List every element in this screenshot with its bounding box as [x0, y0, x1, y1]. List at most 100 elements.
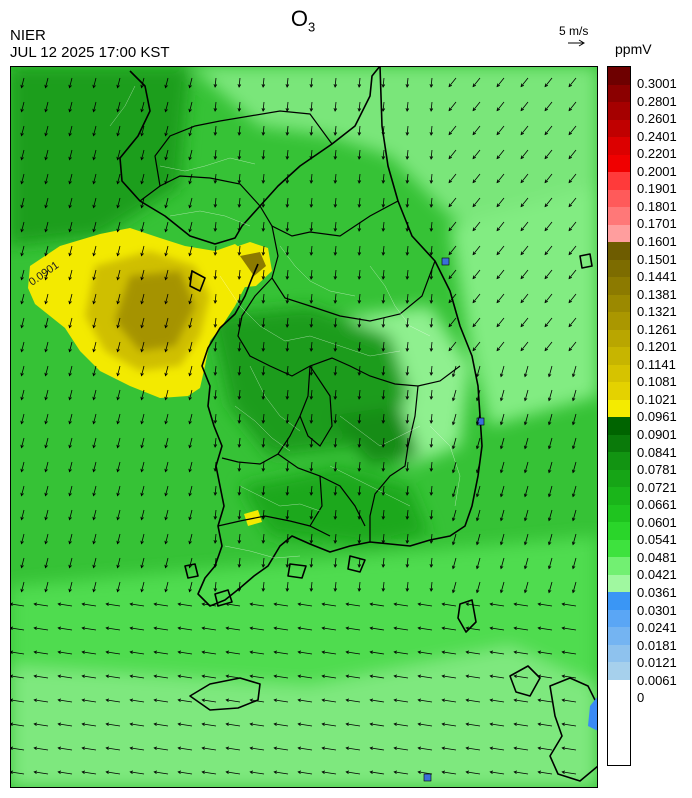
wind-vector-head	[129, 602, 134, 607]
wind-vector	[117, 341, 121, 352]
wind-vector	[476, 509, 481, 521]
wind-vector	[130, 723, 145, 727]
wind-vector-head	[249, 674, 254, 679]
wind-vector-head	[285, 444, 290, 448]
wind-vector-head	[164, 540, 168, 545]
wind-vector	[58, 675, 73, 679]
wind-vector-head	[44, 540, 48, 545]
wind-vector-head	[513, 650, 518, 655]
wind-vector	[406, 557, 409, 568]
wind-vector-head	[448, 227, 453, 232]
wind-vector-head	[417, 650, 422, 655]
wind-vector-head	[429, 372, 434, 376]
wind-vector	[500, 509, 505, 521]
wind-vector-head	[405, 324, 410, 328]
wind-vector-head	[405, 108, 410, 112]
wind-vector-head	[92, 564, 96, 569]
wind-vector-head	[213, 564, 218, 568]
wind-vector	[514, 675, 529, 679]
wind-vector-head	[537, 626, 542, 631]
wind-vector-head	[496, 299, 501, 304]
colorbar-tick-label: 0.1381	[637, 286, 677, 302]
wind-vector-head	[333, 276, 338, 280]
wind-vector	[189, 245, 193, 256]
wind-vector-head	[44, 420, 48, 425]
wind-vector	[382, 389, 385, 400]
wind-vector	[21, 413, 25, 424]
wind-vector-head	[499, 493, 504, 498]
colorbar-swatch	[608, 172, 630, 190]
wind-vector	[58, 723, 73, 727]
wind-vector-head	[448, 251, 453, 256]
wind-vector-head	[92, 156, 96, 161]
wind-vector-head	[523, 421, 528, 426]
wind-vector	[442, 603, 457, 607]
wind-vector	[165, 221, 169, 232]
wind-vector	[334, 509, 337, 520]
wind-vector	[82, 651, 97, 655]
wind-vector	[34, 627, 49, 631]
wind-vector-head	[140, 156, 144, 161]
wind-vector-head	[429, 252, 434, 256]
wind-vector	[202, 627, 217, 631]
wind-vector-head	[116, 108, 120, 113]
wind-vector-head	[285, 492, 290, 496]
wind-vector-head	[164, 420, 168, 425]
wind-vector	[500, 581, 505, 593]
wind-vector	[544, 269, 553, 279]
wind-vector-head	[225, 746, 230, 751]
wind-vector-head	[129, 722, 134, 727]
wind-vector-head	[213, 300, 218, 304]
wind-vector	[274, 771, 289, 775]
wind-vector	[358, 77, 361, 88]
ozone-hotspot: 0.0901	[27, 228, 272, 526]
wind-vector-head	[345, 722, 350, 727]
wind-vector	[93, 197, 97, 208]
wind-vector	[202, 675, 217, 679]
wind-vector	[21, 101, 25, 112]
wind-vector-head	[57, 626, 62, 631]
wind-vector	[382, 341, 385, 352]
colorbar-tick-label: 0.0601	[637, 514, 677, 530]
wind-vector-head	[568, 299, 573, 304]
wind-vector-head	[249, 626, 254, 631]
wind-vector	[286, 221, 289, 232]
wind-vector	[452, 365, 457, 377]
wind-vector	[406, 485, 409, 496]
wind-vector-head	[561, 746, 566, 751]
wind-vector	[238, 125, 241, 136]
wind-vector	[334, 221, 337, 232]
wind-vector	[165, 557, 169, 568]
wind-vector-head	[140, 252, 144, 257]
wind-vector-head	[333, 300, 338, 304]
wind-vector	[141, 173, 145, 184]
wind-vector	[45, 533, 49, 544]
wind-vector	[130, 627, 145, 631]
wind-vector	[548, 413, 553, 425]
wind-vector	[141, 101, 145, 112]
wind-vector-head	[188, 108, 192, 113]
wind-vector-head	[381, 324, 386, 328]
wind-vector-head	[333, 516, 338, 520]
wind-vector-head	[213, 132, 218, 136]
wind-vector	[93, 485, 97, 496]
wind-vector	[154, 675, 169, 679]
wind-vector-head	[237, 468, 242, 472]
wind-vector-head	[237, 108, 242, 112]
wind-vector	[141, 293, 145, 304]
wind-vector	[568, 269, 577, 279]
wind-vector-head	[405, 276, 410, 280]
wind-vector	[274, 651, 289, 655]
wind-vector-head	[568, 347, 573, 352]
wind-vector	[165, 437, 169, 448]
wind-vector-head	[164, 372, 168, 377]
wind-vector-head	[309, 276, 314, 280]
wind-vector-head	[68, 468, 72, 473]
wind-vector	[544, 197, 553, 207]
wind-vector	[346, 651, 361, 655]
wind-vector-head	[333, 180, 338, 184]
wind-vector-head	[520, 203, 525, 208]
wind-vector-head	[393, 602, 398, 607]
wind-vector-head	[44, 300, 48, 305]
wind-vector-head	[44, 132, 48, 137]
